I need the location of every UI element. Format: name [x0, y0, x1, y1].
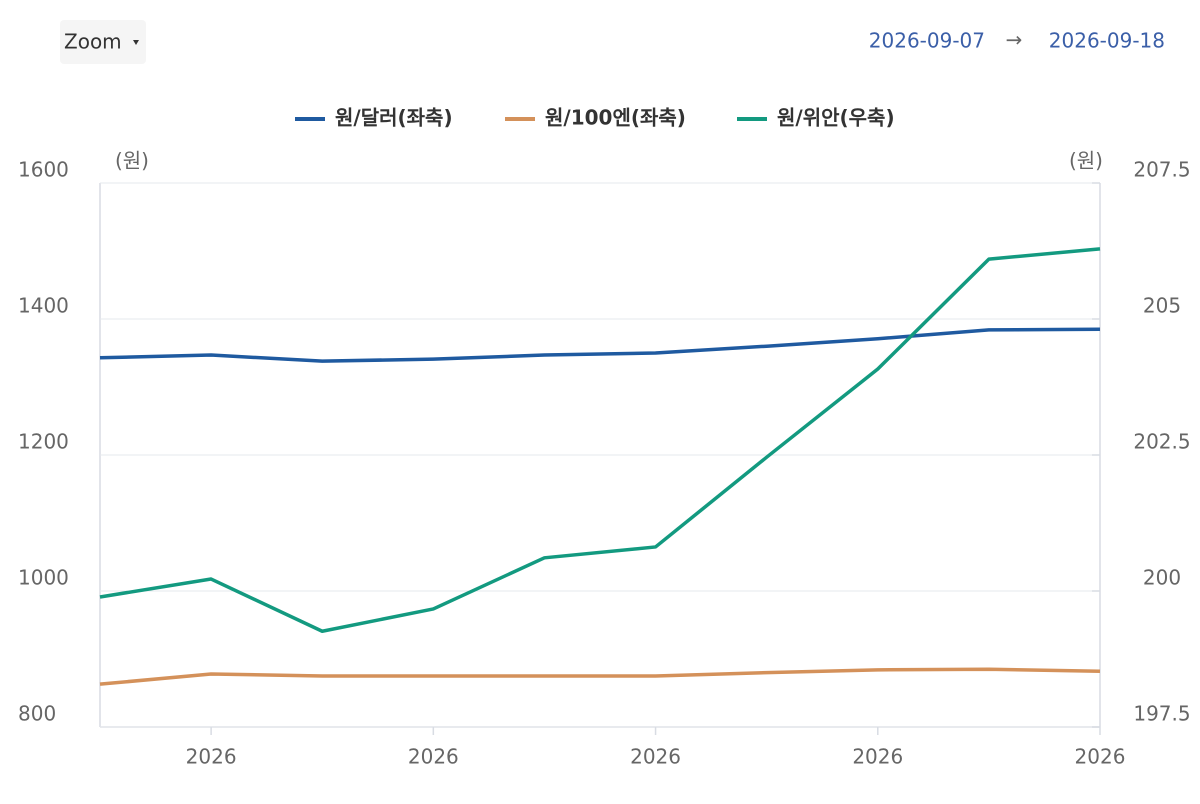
- y2-tick-label: 207.5: [1133, 158, 1190, 182]
- series-line: [99, 667, 1101, 686]
- x-tick-label: 2026: [1075, 745, 1126, 769]
- legend-label: 원/달러(좌축): [335, 106, 453, 130]
- zoom-button[interactable]: [60, 20, 146, 64]
- y2-tick-label: 205: [1143, 294, 1181, 318]
- y-unit: (원): [115, 149, 149, 173]
- series-line: [99, 327, 1101, 363]
- y-tick-label: 800: [18, 702, 56, 726]
- date-arrow: →: [1006, 28, 1023, 52]
- x-tick-label: 2026: [852, 745, 903, 769]
- date-to: 2026-09-18: [1049, 29, 1165, 53]
- legend-label: 원/위안(우축): [777, 106, 895, 130]
- y2-tick-label: 200: [1143, 566, 1181, 590]
- x-tick-label: 2026: [630, 745, 681, 769]
- date-from: 2026-09-07: [869, 29, 985, 53]
- y2-tick-label: 202.5: [1133, 430, 1190, 454]
- zoom-label[interactable]: Zoom: [64, 30, 122, 54]
- x-tick-label: 2026: [408, 745, 459, 769]
- legend-label: 원/100엔(좌축): [545, 106, 686, 130]
- zoom-caret: [133, 40, 139, 45]
- y-tick-label: 1000: [18, 566, 69, 590]
- y2-tick-label: 197.5: [1133, 702, 1190, 726]
- y-tick-label: 1600: [18, 158, 69, 182]
- series-line: [99, 247, 1101, 634]
- x-tick-label: 2026: [186, 745, 237, 769]
- y-tick-label: 1400: [18, 294, 69, 318]
- y2-unit: (원): [1069, 149, 1103, 173]
- y-tick-label: 1200: [18, 430, 69, 454]
